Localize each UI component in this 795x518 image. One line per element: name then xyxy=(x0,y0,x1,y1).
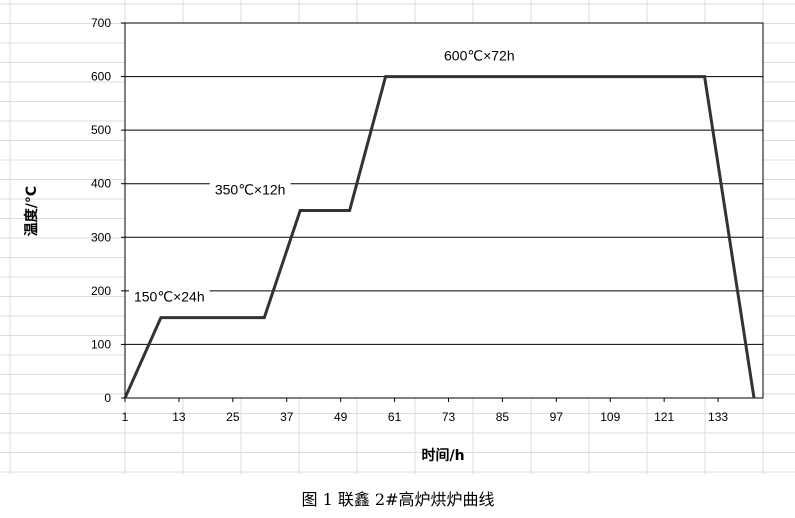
x-tick-label: 73 xyxy=(442,410,456,424)
y-tick-label: 300 xyxy=(91,230,111,244)
y-tick-label: 500 xyxy=(91,123,111,137)
annotation-label: 350℃×12h xyxy=(215,181,286,197)
y-tick-label: 600 xyxy=(91,70,111,84)
annotation-bg xyxy=(209,180,291,199)
annotation-bg xyxy=(128,287,210,306)
x-tick-label: 25 xyxy=(226,410,240,424)
series-line-group xyxy=(123,75,756,399)
annotation: 600℃×72h xyxy=(439,46,520,65)
annotation-label: 150℃×24h xyxy=(134,289,205,305)
x-tick-label: 85 xyxy=(496,410,510,424)
annotation: 150℃×24h xyxy=(128,287,210,306)
annotations: 150℃×24h 350℃×12h 600℃×72h xyxy=(128,46,520,306)
y-axis-title: 温度/°C xyxy=(23,186,40,236)
y-tick-label: 0 xyxy=(104,391,111,405)
y-tick-label: 700 xyxy=(91,16,111,30)
x-tick-label: 49 xyxy=(334,410,348,424)
x-tick-label: 61 xyxy=(388,410,402,424)
x-tick-label: 133 xyxy=(708,410,728,424)
x-axis-title: 时间/h xyxy=(421,447,464,464)
annotation-label: 600℃×72h xyxy=(444,48,515,64)
x-tick-label: 13 xyxy=(172,410,186,424)
x-tick-label: 97 xyxy=(550,410,564,424)
series-line xyxy=(123,75,756,399)
x-tick-label: 1 xyxy=(122,410,129,424)
x-tick-label: 121 xyxy=(654,410,674,424)
y-tick-label: 100 xyxy=(91,337,111,351)
x-axis-ticks: 1 13 25 37 49 61 73 85 97 109 121 133 xyxy=(122,398,728,424)
annotation-bg xyxy=(439,46,520,65)
x-tick-label: 37 xyxy=(280,410,294,424)
figure-caption: 图 1 联鑫 2#高炉烘炉曲线 xyxy=(301,490,494,509)
annotation: 350℃×12h xyxy=(209,180,291,199)
x-tick-label: 109 xyxy=(600,410,620,424)
plot-area xyxy=(125,23,763,398)
y-tick-label: 400 xyxy=(91,177,111,191)
y-axis-ticks: 0 100 200 300 400 500 600 700 xyxy=(91,16,125,405)
y-tick-label: 200 xyxy=(91,284,111,298)
